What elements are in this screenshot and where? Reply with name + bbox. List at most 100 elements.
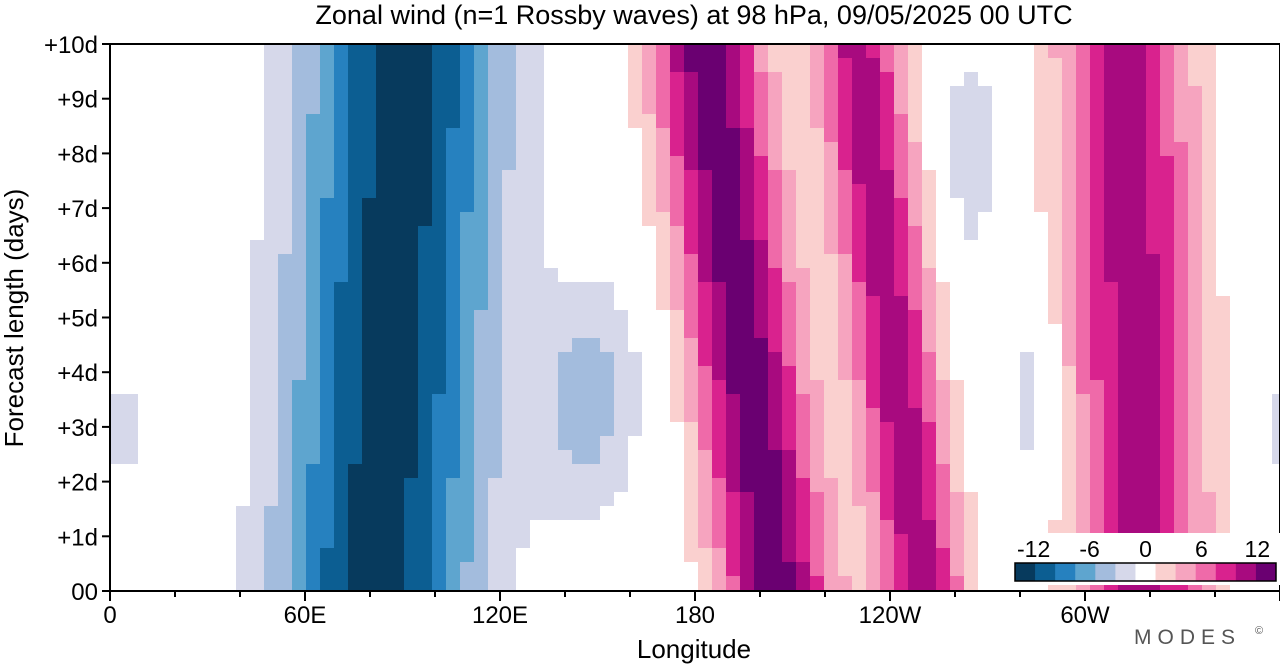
contour-cell bbox=[306, 114, 320, 128]
contour-cell bbox=[1160, 226, 1174, 240]
contour-cell bbox=[684, 226, 698, 240]
contour-cell bbox=[964, 86, 978, 100]
colorbar-swatch bbox=[1055, 563, 1076, 581]
contour-cell bbox=[782, 44, 796, 58]
contour-cell bbox=[698, 170, 712, 184]
contour-cell bbox=[824, 464, 838, 478]
contour-cell bbox=[1076, 142, 1090, 156]
contour-cell bbox=[852, 324, 866, 338]
contour-cell bbox=[390, 548, 404, 562]
contour-cell bbox=[432, 310, 446, 324]
contour-cell bbox=[810, 548, 824, 562]
contour-cell bbox=[600, 478, 614, 492]
contour-cell bbox=[348, 562, 362, 576]
contour-cell bbox=[558, 324, 572, 338]
contour-cell bbox=[600, 296, 614, 310]
contour-cell bbox=[530, 86, 544, 100]
contour-cell bbox=[894, 324, 908, 338]
contour-cell bbox=[502, 254, 516, 268]
contour-cell bbox=[908, 324, 922, 338]
contour-cell bbox=[1090, 156, 1104, 170]
contour-cell bbox=[1048, 44, 1062, 58]
contour-cell bbox=[502, 464, 516, 478]
contour-cell bbox=[810, 184, 824, 198]
contour-cell bbox=[1090, 394, 1104, 408]
contour-cell bbox=[530, 310, 544, 324]
contour-cell bbox=[768, 450, 782, 464]
contour-cell bbox=[782, 100, 796, 114]
contour-cell bbox=[880, 408, 894, 422]
contour-cell bbox=[1076, 184, 1090, 198]
contour-cell bbox=[306, 394, 320, 408]
contour-cell bbox=[1188, 198, 1202, 212]
contour-cell bbox=[404, 198, 418, 212]
contour-cell bbox=[418, 226, 432, 240]
contour-cell bbox=[1132, 394, 1146, 408]
contour-cell bbox=[376, 408, 390, 422]
colorbar-swatch bbox=[1235, 563, 1257, 581]
contour-cell bbox=[544, 436, 558, 450]
contour-cell bbox=[866, 464, 880, 478]
contour-cell bbox=[824, 534, 838, 548]
contour-cell bbox=[1202, 254, 1216, 268]
contour-cell bbox=[292, 226, 306, 240]
contour-cell bbox=[1076, 170, 1090, 184]
contour-cell bbox=[810, 366, 824, 380]
contour-cell bbox=[250, 310, 264, 324]
contour-cell bbox=[740, 156, 754, 170]
contour-cell bbox=[404, 212, 418, 226]
contour-cell bbox=[908, 422, 922, 436]
contour-cell bbox=[908, 58, 922, 72]
contour-cell bbox=[1034, 100, 1048, 114]
contour-cell bbox=[838, 324, 852, 338]
contour-cell bbox=[502, 114, 516, 128]
contour-cell bbox=[404, 506, 418, 520]
contour-cell bbox=[1160, 324, 1174, 338]
contour-cell bbox=[516, 282, 530, 296]
contour-cell bbox=[782, 114, 796, 128]
contour-cell bbox=[670, 226, 684, 240]
contour-cell bbox=[754, 464, 768, 478]
contour-cell bbox=[124, 422, 138, 436]
contour-cell bbox=[474, 408, 488, 422]
contour-cell bbox=[432, 100, 446, 114]
contour-cell bbox=[852, 394, 866, 408]
contour-cell bbox=[376, 184, 390, 198]
contour-cell bbox=[964, 562, 978, 576]
contour-cell bbox=[334, 562, 348, 576]
contour-cell bbox=[656, 268, 670, 282]
contour-cell bbox=[740, 44, 754, 58]
contour-cell bbox=[376, 142, 390, 156]
contour-cell bbox=[1090, 282, 1104, 296]
contour-cell bbox=[684, 394, 698, 408]
contour-cell bbox=[1202, 212, 1216, 226]
contour-cell bbox=[1174, 114, 1188, 128]
contour-cell bbox=[278, 128, 292, 142]
contour-cell bbox=[1062, 58, 1076, 72]
contour-cell bbox=[390, 422, 404, 436]
contour-cell bbox=[866, 492, 880, 506]
contour-cell bbox=[516, 436, 530, 450]
contour-cell bbox=[628, 408, 642, 422]
contour-cell bbox=[516, 254, 530, 268]
brand-text: MODES bbox=[1134, 626, 1241, 649]
contour-cell bbox=[404, 408, 418, 422]
contour-cell bbox=[726, 534, 740, 548]
contour-cell bbox=[362, 450, 376, 464]
contour-cell bbox=[922, 366, 936, 380]
contour-cell bbox=[460, 380, 474, 394]
contour-cell bbox=[1132, 128, 1146, 142]
contour-cell bbox=[698, 226, 712, 240]
contour-cell bbox=[782, 562, 796, 576]
contour-cell bbox=[754, 254, 768, 268]
contour-cell bbox=[544, 422, 558, 436]
contour-cell bbox=[908, 170, 922, 184]
colorbar-swatch bbox=[1135, 563, 1157, 581]
contour-cell bbox=[1174, 310, 1188, 324]
colorbar-label: -6 bbox=[1079, 536, 1099, 562]
contour-cell bbox=[852, 212, 866, 226]
contour-cell bbox=[838, 282, 852, 296]
contour-cell bbox=[950, 478, 964, 492]
contour-cell bbox=[1104, 450, 1118, 464]
contour-cell bbox=[1174, 240, 1188, 254]
